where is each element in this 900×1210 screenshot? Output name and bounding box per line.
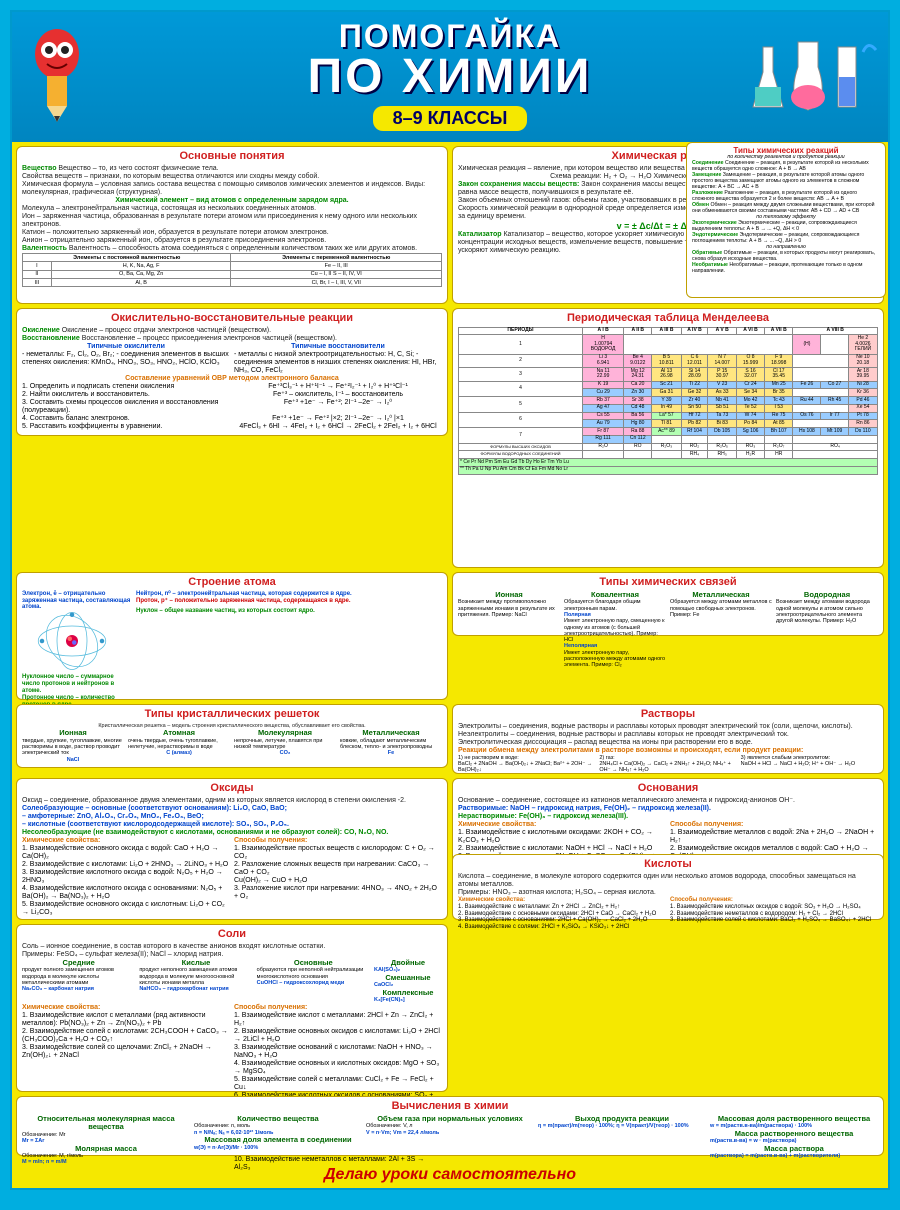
- card-title: Соли: [22, 928, 442, 941]
- flasks-icon: [748, 32, 878, 122]
- card-title: Вычисления в химии: [22, 1100, 878, 1113]
- card-title: Окислительно-восстановительные реакции: [22, 312, 442, 325]
- footer-slogan: Делаю уроки самостоятельно: [12, 1166, 888, 1184]
- card-calc: Вычисления в химии Относительная молекул…: [16, 1096, 884, 1156]
- header: ПОМОГАЙКА ПО ХИМИИ 8–9 КЛАССЫ: [12, 12, 888, 142]
- card-title: Основания: [458, 782, 878, 795]
- card-title: Кислоты: [458, 858, 878, 871]
- card-atom: Строение атома Электрон, ē – отрицательн…: [16, 572, 448, 700]
- card-title: Основные понятия: [22, 150, 442, 163]
- card-periodic: Периодическая таблица Менделеева ПЕРИОДЫ…: [452, 308, 884, 568]
- periodic-table: ПЕРИОДЫA I BA II BA III BA IV BA V BA VI…: [458, 327, 878, 475]
- atom-diagram-icon: [22, 611, 122, 671]
- grades-badge: 8–9 КЛАССЫ: [373, 106, 528, 131]
- card-acids: Кислоты Кислота – соединение, в молекуле…: [452, 854, 884, 920]
- card-title: Оксиды: [22, 782, 442, 795]
- card-title: Типы химических связей: [458, 576, 878, 589]
- valence-table: Элементы с постоянной валентностьюЭлемен…: [22, 253, 442, 287]
- card-title: Строение атома: [22, 576, 442, 589]
- card-solutions: Растворы Электролиты – соединения, водны…: [452, 704, 884, 774]
- card-concepts: Основные понятия Вещество Вещество – то,…: [16, 146, 448, 304]
- card-oxides: Оксиды Оксид – соединение, образованное …: [16, 778, 448, 920]
- card-rx-types: Типы химических реакций по количеству ре…: [686, 142, 886, 298]
- card-redox: Окислительно-восстановительные реакции О…: [16, 308, 448, 436]
- card-title: Типы кристаллических решеток: [22, 708, 442, 721]
- card-title: Периодическая таблица Менделеева: [458, 312, 878, 325]
- card-salts: Соли Соль – ионное соединение, в состав …: [16, 924, 448, 1092]
- card-lattice: Типы кристаллических решеток Кристалличе…: [16, 704, 448, 768]
- card-bonds: Типы химических связей ИоннаяВозникает м…: [452, 572, 884, 636]
- pencil-mascot-icon: [22, 24, 92, 124]
- card-title: Растворы: [458, 708, 878, 721]
